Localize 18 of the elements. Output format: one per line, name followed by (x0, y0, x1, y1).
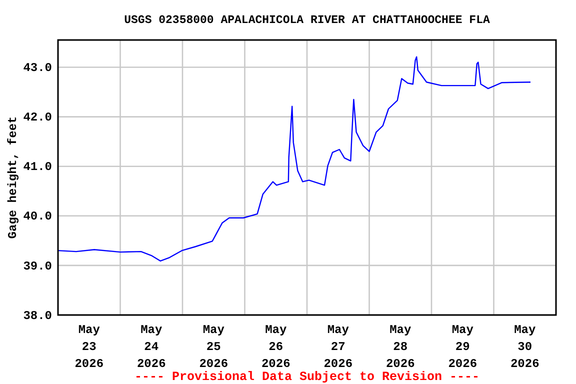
x-tick-label: May 24 2026 (136, 323, 166, 371)
y-tick-label: 42.0 (23, 110, 52, 125)
x-tick-label: May 25 2026 (199, 323, 228, 371)
text: ---- Provisional Data Subject to Revision ---- (134, 370, 480, 384)
x-tick-label: May 29 2026 (448, 323, 478, 371)
y-tick-label: 38.0 (23, 308, 52, 323)
line-series (57, 56, 532, 262)
x-tick-label: May 30 2026 (510, 323, 540, 371)
y-tick-label: 43.0 (23, 61, 52, 76)
y-tick-label: 41.0 (23, 160, 52, 174)
y-axis-title: Gage height, feet (6, 116, 20, 239)
x-tick-label: May 28 2026 (386, 323, 415, 371)
x-tick-label: May 23 2026 (74, 323, 104, 371)
chart-title: USGS 02358000 APALACHICOLA RIVER AT CHATTAHOOCHEE FLA (124, 14, 490, 27)
x-tick-label: May 27 2026 (324, 323, 353, 371)
y-tick-label: 40.0 (23, 210, 52, 224)
x-tick-label: May 26 2026 (261, 323, 290, 371)
y-tick-label: 39.0 (23, 259, 52, 274)
